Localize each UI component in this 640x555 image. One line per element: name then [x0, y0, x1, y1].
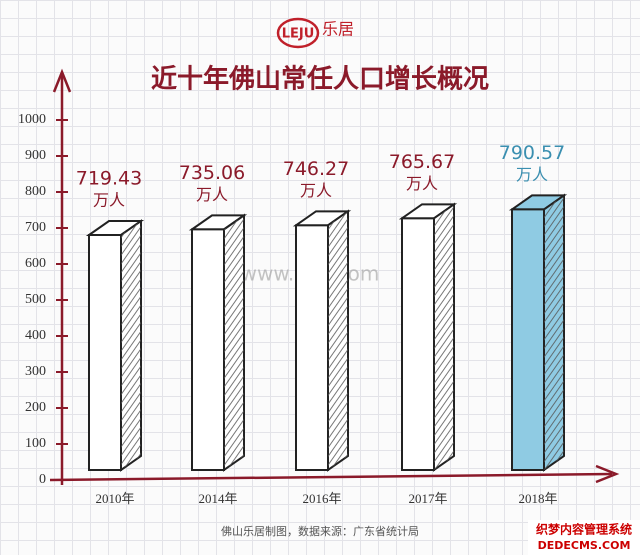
- source: 佛山乐居制图，数据来源：广东省统计局: [221, 524, 419, 538]
- y-arrow: [52, 68, 72, 93]
- x-axis: [49, 472, 613, 482]
- y-tick-label: 100: [25, 436, 46, 451]
- corner-bg: [528, 520, 640, 555]
- chart-title: 近十年佛山常任人口增长概况: [151, 64, 489, 95]
- y-tick-label: 700: [25, 220, 46, 235]
- x-tick-label: 2018年: [518, 491, 557, 506]
- corner-mark: 织梦内容管理系统: [536, 522, 632, 537]
- unit-label: 万人: [196, 185, 228, 204]
- bar: [88, 234, 122, 471]
- x-arrow: [595, 464, 620, 484]
- corner-mark-sub: DEDECMS.COM: [538, 539, 631, 552]
- value-label: 746.27: [283, 158, 349, 180]
- bar: [191, 228, 225, 471]
- logo-ring: [276, 17, 320, 49]
- value-label: 765.67: [389, 151, 455, 173]
- bar: [401, 217, 435, 471]
- x-tick-label: 2014年: [198, 491, 237, 506]
- y-tick-label: 600: [25, 256, 46, 271]
- unit-label: 万人: [406, 174, 438, 193]
- y-tick-label: 200: [25, 400, 46, 415]
- bar: [295, 224, 329, 471]
- y-tick-label: 400: [25, 328, 46, 343]
- value-label: 719.43: [76, 168, 142, 190]
- x-tick-label: 2016年: [302, 491, 341, 506]
- brand-name: 乐居: [322, 20, 354, 39]
- bar-side-hatch: [121, 221, 141, 470]
- y-tick-label: 0: [39, 472, 46, 487]
- value-label: 735.06: [179, 162, 245, 184]
- unit-label: 万人: [300, 181, 332, 200]
- bar-side-hatch: [434, 204, 454, 470]
- y-tick-label: 300: [25, 364, 46, 379]
- x-tick-label: 2017年: [408, 491, 447, 506]
- unit-label: 万人: [516, 165, 548, 184]
- bar: [511, 208, 545, 471]
- value-label: 790.57: [499, 142, 565, 164]
- y-tick-label: 800: [25, 184, 46, 199]
- x-tick-label: 2010年: [95, 491, 134, 506]
- y-tick-label: 1000: [18, 112, 46, 127]
- bar-side-hatch: [544, 195, 564, 470]
- bar-side-hatch: [224, 215, 244, 470]
- bar-side-hatch: [328, 211, 348, 470]
- unit-label: 万人: [93, 191, 125, 210]
- y-tick-label: 500: [25, 292, 46, 307]
- logo: LEJU: [282, 27, 315, 42]
- y-tick-label: 900: [25, 148, 46, 163]
